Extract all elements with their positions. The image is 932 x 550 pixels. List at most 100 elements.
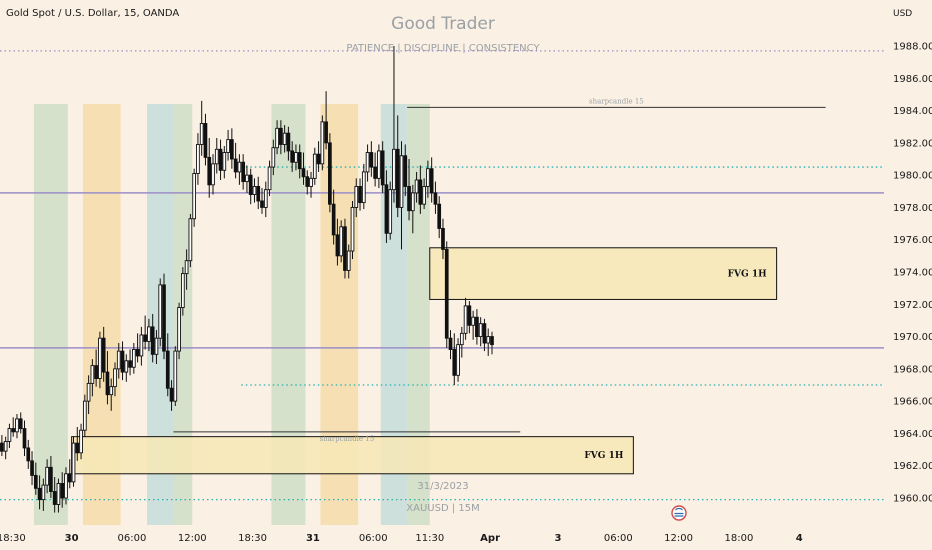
candle-body (230, 139, 234, 160)
candle-body (407, 185, 411, 212)
candle (456, 338, 460, 382)
candle (384, 170, 389, 243)
candle-body (90, 365, 95, 384)
time-axis[interactable]: 18:30 30 06:00 12:00 18:30 31 06:00 11:30 Apr 3 06… (0, 533, 803, 544)
candle (75, 426, 80, 461)
candle-body (271, 147, 276, 168)
candle (426, 160, 430, 198)
candle (241, 154, 246, 190)
candle-body (199, 123, 204, 145)
candle-body (414, 179, 419, 194)
replay-icon[interactable] (671, 505, 687, 521)
candle (463, 297, 468, 340)
candle-body (245, 174, 249, 183)
candle-body (331, 203, 336, 236)
time-tick-label: 06:00 (118, 533, 147, 544)
candle (67, 459, 72, 489)
candle (260, 188, 264, 214)
candle-body (290, 150, 295, 163)
candle-body (267, 166, 272, 191)
sharpcandle-label: sharpcandle 15 (319, 435, 374, 443)
candle-body (361, 171, 366, 204)
price-axis[interactable]: USD 1960.000 1962.000 1964.000 1966.000 1968… (893, 9, 932, 505)
watermark: Good Trader PATIENCE | DISCIPLINE | CONS… (346, 14, 540, 514)
candle-body (486, 336, 491, 344)
candle (52, 477, 57, 513)
time-tick-label: 4 (796, 533, 803, 544)
candle-body (369, 152, 374, 168)
candle (294, 144, 298, 171)
candle (94, 349, 98, 387)
candle (490, 331, 494, 355)
candle-body (211, 163, 215, 186)
candle-body (82, 400, 87, 431)
candle-body (18, 418, 23, 430)
candle-body (312, 153, 317, 179)
candle (350, 200, 355, 260)
candle-body (320, 121, 325, 165)
candle-body (79, 429, 83, 454)
fvg-zone-label: FVG 1H (728, 270, 767, 280)
candle-body (214, 148, 219, 165)
candle (346, 244, 351, 279)
candle (267, 160, 272, 197)
candle-body (260, 200, 264, 208)
watermark-title: Good Trader (391, 14, 495, 34)
candle-body (15, 418, 19, 433)
candle (26, 439, 31, 469)
candle-body (11, 428, 16, 433)
candle (101, 326, 106, 382)
price-tick-label: 1988.000 (893, 42, 932, 53)
candle (373, 152, 377, 187)
candle-body (388, 189, 393, 234)
candle (222, 146, 227, 179)
candle (135, 333, 140, 363)
candle (297, 144, 302, 179)
candle-body (184, 260, 189, 275)
candle-body (490, 336, 494, 346)
candle (290, 141, 295, 172)
candle-body (45, 466, 49, 486)
candle-body (226, 139, 230, 153)
candle (3, 436, 8, 460)
candle-body (384, 184, 389, 234)
candle-body (463, 305, 468, 334)
time-tick-label: 11:30 (415, 533, 444, 544)
candle (192, 168, 197, 227)
candle-body (233, 158, 238, 173)
candle-body (437, 203, 442, 229)
candle (120, 341, 125, 381)
candle (82, 394, 87, 437)
candle-body (94, 365, 98, 379)
candle (150, 313, 155, 363)
candle-body (33, 474, 38, 489)
candle (60, 472, 65, 508)
candle-body (37, 487, 42, 501)
candle-body (41, 484, 46, 501)
candle-body (373, 166, 377, 179)
candle-body (467, 305, 472, 326)
price-tick-label: 1976.000 (893, 235, 932, 246)
candle (478, 317, 483, 347)
candle (358, 178, 362, 211)
candle (177, 302, 181, 360)
candle (22, 420, 27, 457)
price-tick-label: 1974.000 (893, 268, 932, 279)
candle-body (422, 185, 426, 205)
candle (237, 154, 242, 185)
candle-body (0, 442, 4, 452)
candle-body (3, 441, 8, 452)
candle-body (154, 337, 159, 355)
candle (18, 412, 23, 434)
candle-body (297, 152, 302, 170)
time-tick-label: 30 (65, 533, 79, 544)
candle (286, 126, 291, 161)
candle (414, 171, 419, 203)
candle (275, 120, 279, 155)
candle (380, 141, 385, 193)
candle (365, 144, 370, 182)
sharpcandle-annotations: sharpcandle 15 sharpcandle 15 (173, 97, 826, 443)
candle (305, 170, 310, 195)
candle-body (456, 344, 460, 376)
